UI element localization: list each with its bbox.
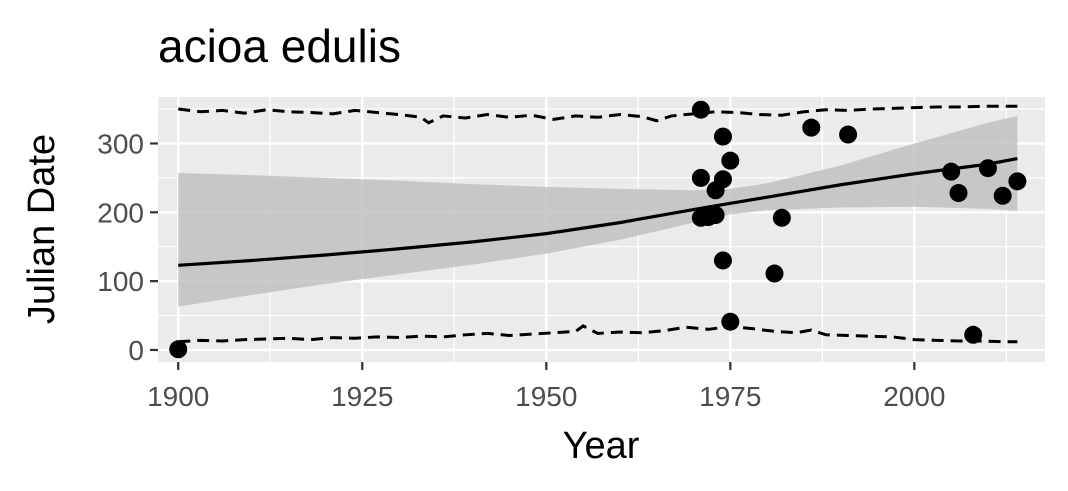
upper-dashed-line <box>178 104 1018 125</box>
data-point <box>978 159 997 178</box>
data-point <box>993 186 1012 205</box>
y-axis-title: Julian Date <box>21 134 63 324</box>
data-point <box>1008 172 1027 191</box>
data-point <box>691 168 710 187</box>
y-tick-label: 300 <box>97 128 144 159</box>
chart-title: acioa edulis <box>158 20 401 72</box>
data-point <box>765 264 784 283</box>
data-point <box>691 100 710 119</box>
data-point <box>839 125 858 144</box>
y-tick-label: 0 <box>128 335 144 366</box>
data-point <box>964 325 983 344</box>
data-point <box>802 118 821 137</box>
y-tick-label: 200 <box>97 197 144 228</box>
x-tick-label: 1925 <box>331 381 393 412</box>
data-point <box>949 184 968 203</box>
y-tick-label: 100 <box>97 266 144 297</box>
plot-panel <box>158 97 1045 362</box>
x-tick-label: 2000 <box>883 381 945 412</box>
data-point <box>721 151 740 170</box>
data-point <box>942 162 961 181</box>
data-point <box>713 127 732 146</box>
axes: 1900 1925 1950 1975 2000 0 100 200 300 <box>97 128 945 412</box>
trend-line <box>178 157 1018 267</box>
data-point <box>706 206 725 225</box>
data-point <box>713 251 732 270</box>
confidence-ribbon <box>178 115 1018 307</box>
data-point <box>721 312 740 331</box>
lower-dashed-line <box>178 324 1018 344</box>
x-tick-label: 1975 <box>699 381 761 412</box>
x-axis-title: Year <box>563 425 640 467</box>
x-tick-label: 1950 <box>515 381 577 412</box>
data-point <box>169 340 188 359</box>
data-point <box>713 170 732 189</box>
x-tick-label: 1900 <box>147 381 209 412</box>
data-point <box>772 208 791 227</box>
